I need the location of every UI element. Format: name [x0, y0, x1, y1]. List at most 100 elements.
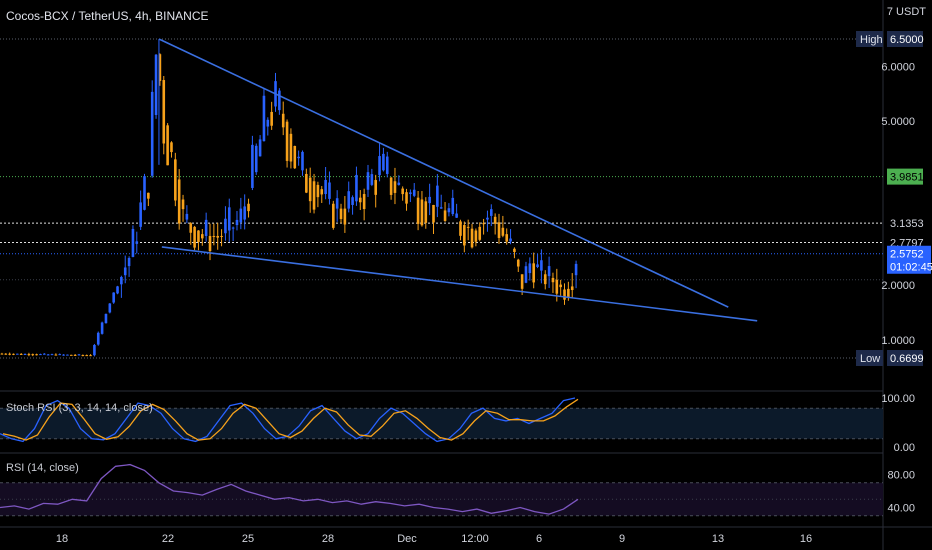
candle-body [212, 235, 216, 237]
candle-body [509, 238, 512, 242]
low-label: Low [860, 353, 880, 365]
price-tick-label: 5.0000 [881, 116, 915, 128]
candle-body [247, 203, 250, 212]
candle-body [328, 182, 331, 199]
candle-body [416, 197, 420, 224]
candle-body [301, 151, 304, 171]
candle-body [8, 353, 11, 355]
candle-body [123, 267, 127, 276]
candle-body [501, 227, 505, 236]
candle-body [547, 266, 551, 277]
time-tick-label: 9 [619, 533, 625, 545]
candle-body [463, 225, 466, 246]
candle-body [335, 198, 339, 209]
candle-body [551, 277, 555, 283]
candle-body [316, 184, 320, 198]
candle-body [23, 354, 27, 356]
candle-body [401, 188, 404, 195]
candle-body [35, 354, 38, 356]
time-tick-label: 16 [800, 533, 812, 545]
candle-body [455, 213, 458, 218]
candle-body [478, 226, 482, 240]
candle-body [362, 194, 366, 210]
candle-body [536, 264, 539, 267]
candle-body [358, 197, 362, 203]
candle-body [436, 185, 439, 207]
candle-body [428, 196, 431, 204]
candle-body [339, 208, 343, 220]
candle-body [513, 248, 516, 252]
candle-body [447, 208, 451, 213]
candle-body [305, 173, 308, 193]
candle-body [131, 228, 135, 257]
candle-body [374, 180, 377, 195]
candle-body [185, 213, 189, 220]
candle-body [31, 354, 35, 356]
candle-body [4, 353, 8, 355]
candle-body [96, 332, 100, 345]
level-green-value-bg [887, 168, 923, 185]
candle-body [235, 219, 239, 226]
time-tick-label: Dec [397, 533, 417, 545]
candle-body [16, 353, 19, 355]
candle-body [524, 266, 528, 283]
candle-body [46, 354, 50, 356]
candle-body [285, 121, 289, 161]
level-green-value: 3.9851 [890, 172, 924, 184]
candle-body [193, 226, 196, 248]
candle-body [166, 125, 169, 166]
chart-title: Cocos-BCX / TetherUS, 4h, BINANCE [6, 9, 209, 23]
candle-body [177, 179, 181, 224]
candle-body [162, 80, 166, 144]
last-price-value: 2.5752 [890, 249, 924, 261]
candle-body [393, 181, 397, 193]
candle-body [320, 189, 324, 195]
rsi-tick-40: 40.00 [887, 503, 915, 515]
candle-body [482, 223, 485, 225]
time-tick-label: 6 [536, 533, 542, 545]
stoch-rsi-label[interactable]: Stoch RSI (3, 3, 14, 14, close) [6, 402, 153, 414]
candle-body [312, 181, 316, 210]
candle-body [297, 156, 300, 159]
trendline-upper [158, 38, 729, 308]
candle-body [39, 354, 42, 356]
candle-body [378, 156, 381, 176]
candle-body [555, 279, 559, 294]
low-value-bg [887, 350, 923, 366]
candle-body [543, 274, 547, 285]
level-a-value: 3.1353 [890, 218, 924, 230]
candle-body [254, 145, 258, 173]
candle-body [289, 133, 293, 162]
candle-body [490, 209, 493, 216]
candle-body [189, 223, 193, 233]
candle-body [324, 179, 327, 195]
candle-body [62, 354, 65, 356]
candle-body [270, 111, 273, 126]
candle-body [54, 354, 58, 356]
candle-body [439, 207, 443, 209]
candle-body [66, 354, 69, 356]
candle-body [89, 355, 92, 357]
candle-body [139, 202, 142, 227]
candle-body [412, 189, 416, 196]
candle-body [0, 353, 4, 355]
candle-body [231, 227, 235, 229]
rsi-label[interactable]: RSI (14, close) [6, 462, 79, 474]
candle-body [258, 139, 262, 157]
candle-body [112, 292, 115, 303]
candle-body [559, 284, 562, 288]
candle-body [77, 354, 81, 356]
candle-body [474, 230, 478, 242]
low-value: 0.6699 [890, 353, 924, 365]
stoch-d-line [2, 398, 579, 441]
candle-body [262, 95, 266, 142]
candle-body [120, 276, 123, 285]
candle-body [281, 113, 285, 128]
candle-body [204, 219, 208, 236]
currency-unit[interactable]: 7 USDT [886, 6, 926, 18]
candle-body [224, 218, 227, 234]
candle-body [27, 354, 31, 356]
candle-body [355, 174, 358, 202]
candle-body [278, 90, 281, 111]
